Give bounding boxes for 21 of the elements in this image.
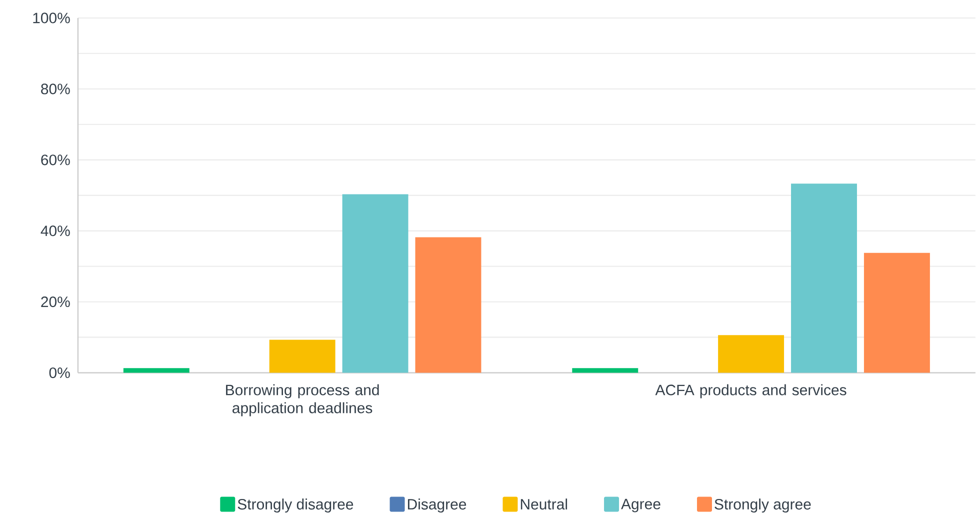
y-tick-label: 60%: [41, 154, 70, 166]
y-tick-label: 20%: [41, 296, 70, 308]
bar: [415, 237, 482, 373]
bar: [718, 335, 784, 373]
bar: [342, 194, 408, 373]
legend-label: Agree: [621, 498, 660, 512]
bar: [864, 253, 930, 373]
legend-label: Neutral: [520, 498, 568, 510]
x-tick-label: Borrowing process and application deadlines: [226, 384, 379, 416]
x-tick-label: ACFA products and services: [655, 384, 846, 398]
bar: [791, 184, 857, 373]
bar: [572, 368, 638, 373]
y-tick-label: 80%: [41, 84, 70, 94]
y-tick-label: 100%: [33, 12, 70, 24]
legend-label: Disagree: [408, 498, 466, 513]
y-tick-label: 40%: [40, 226, 70, 236]
bar: [123, 368, 190, 373]
legend-label: Strongly agree: [714, 498, 811, 513]
legend-label: Strongly disagree: [238, 498, 354, 513]
bar: [269, 340, 336, 373]
y-tick-label: 0%: [49, 368, 70, 378]
